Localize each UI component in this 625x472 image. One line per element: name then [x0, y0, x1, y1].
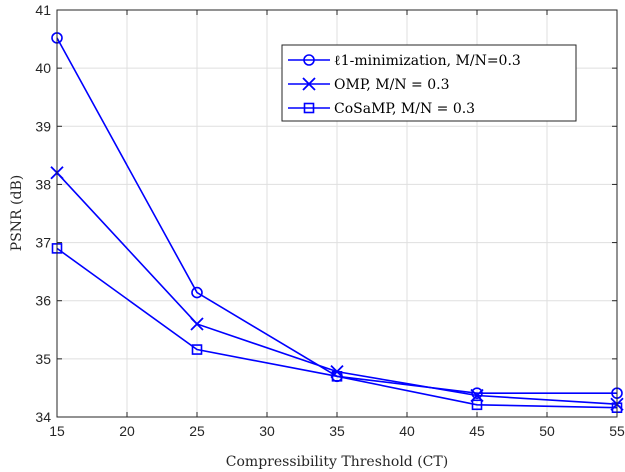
y-tick-label: 35	[35, 351, 51, 367]
axis-ticks: 15 20 25 30 35 40 45 50 55 34 35 36 37 38 39 40 41	[35, 2, 625, 439]
series-line	[56, 247, 618, 409]
legend-entry: ℓ1-minimization, M/N=0.3	[288, 53, 521, 69]
legend: ℓ1-minimization, M/N=0.3 OMP, M/N = 0.3 Co…	[281, 44, 577, 122]
legend-marker-x	[302, 77, 316, 91]
y-tick-label: 38	[35, 176, 51, 192]
legend-entry: OMP, M/N = 0.3	[288, 77, 450, 93]
x-tick-label: 40	[399, 423, 415, 439]
legend-marker-circle	[303, 54, 315, 66]
legend-label: CoSaMP, M/N = 0.3	[334, 101, 475, 117]
x-tick-label: 25	[189, 423, 205, 439]
x-tick-label: 30	[259, 423, 275, 439]
legend-label: OMP, M/N = 0.3	[334, 77, 450, 93]
legend-box	[281, 44, 577, 122]
x-tick-label: 55	[609, 423, 625, 439]
y-tick-label: 39	[35, 118, 51, 134]
y-tick-label: 37	[35, 235, 51, 251]
x-tick-label: 35	[329, 423, 345, 439]
data-point-square	[471, 399, 483, 411]
x-tick-label: 45	[469, 423, 485, 439]
x-tick-label: 20	[119, 423, 135, 439]
x-tick-label: 15	[49, 423, 65, 439]
y-tick-label: 36	[35, 293, 51, 309]
data-point-x	[190, 317, 204, 331]
data-point-square	[191, 344, 203, 355]
legend-label: ℓ1-minimization, M/N=0.3	[334, 53, 521, 69]
data-point-square	[331, 370, 343, 382]
data-point-circle	[191, 286, 203, 299]
y-tick-label: 40	[35, 60, 51, 76]
y-tick-label: 34	[35, 409, 51, 425]
data-point-circle	[471, 387, 483, 399]
data-point-x	[470, 388, 484, 403]
y-tick-label: 41	[35, 2, 51, 18]
legend-entry: CoSaMP, M/N = 0.3	[288, 101, 475, 117]
legend-marker-square	[303, 102, 315, 114]
y-axis-label: PSNR (dB)	[9, 175, 25, 251]
x-axis-label: Compressibility Threshold (CT)	[226, 454, 448, 470]
x-tick-label: 50	[539, 423, 555, 439]
